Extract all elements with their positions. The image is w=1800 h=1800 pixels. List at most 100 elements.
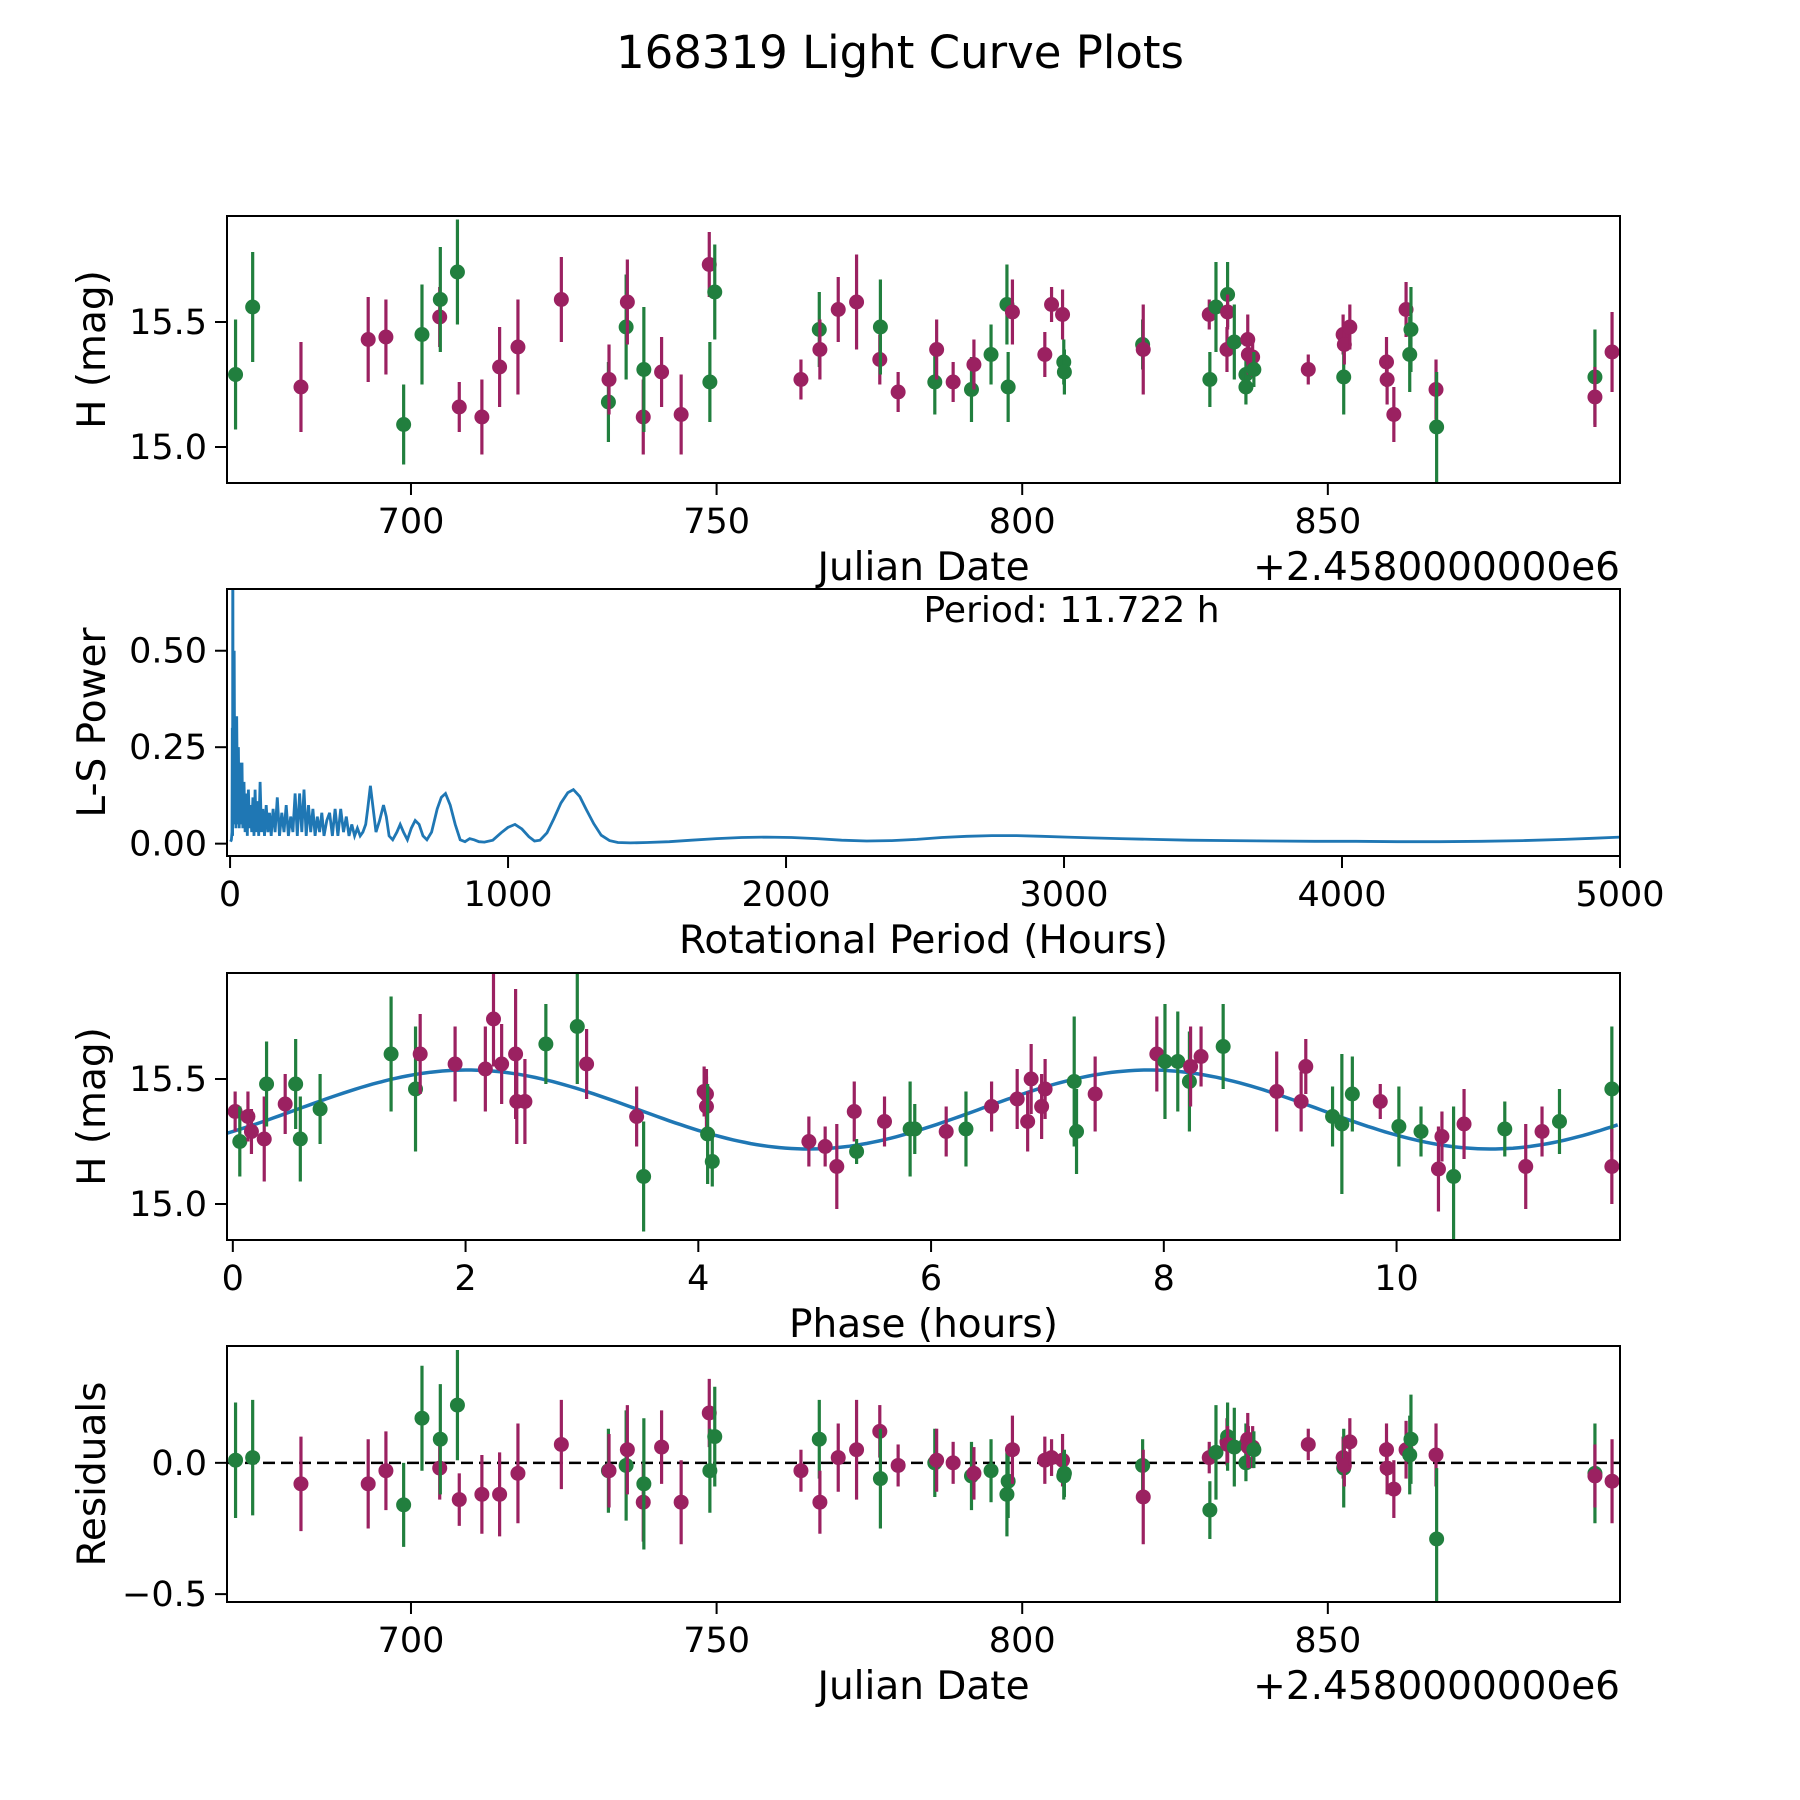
- data-point: [1202, 1502, 1218, 1518]
- data-point: [849, 1144, 865, 1159]
- data-point: [793, 1463, 809, 1479]
- data-point: [1298, 1059, 1314, 1074]
- y-tick-label: 15.0: [129, 428, 207, 468]
- data-point: [414, 1410, 430, 1426]
- data-point: [817, 1139, 833, 1154]
- data-point: [1226, 1439, 1242, 1455]
- data-point: [245, 299, 261, 315]
- data-point: [292, 1131, 308, 1147]
- data-point: [1293, 1094, 1309, 1109]
- data-point: [1020, 1114, 1036, 1129]
- data-point: [492, 359, 508, 375]
- data-point: [1269, 1084, 1285, 1099]
- data-point: [553, 292, 569, 307]
- data-point: [432, 1431, 448, 1447]
- period-annotation: Period: 11.722 h: [924, 590, 1220, 631]
- data-point: [1430, 1161, 1446, 1177]
- data-point: [654, 1439, 670, 1455]
- data-point: [1238, 379, 1254, 395]
- data-point: [1434, 1129, 1450, 1144]
- data-point: [378, 329, 394, 345]
- periodogram-spines: [226, 588, 1621, 857]
- data-point: [1587, 389, 1603, 405]
- data-point: [228, 367, 244, 382]
- data-point: [1372, 1094, 1388, 1109]
- data-point: [1551, 1114, 1567, 1129]
- plot-periodogram: 0 1000 2000 3000 4000 5000 0.00 0.25 0.50 Rotatio…: [70, 588, 1665, 963]
- lightcurve-data: [228, 219, 1620, 482]
- data-point: [579, 1056, 595, 1072]
- data-point: [1518, 1159, 1534, 1174]
- x-tick-label: 4000: [1297, 875, 1386, 915]
- lightcurve-offset-text: +2.4580000000e6: [1253, 545, 1620, 590]
- x-tick-label: 850: [1294, 502, 1361, 542]
- data-point: [432, 292, 448, 307]
- data-point: [1056, 364, 1072, 380]
- data-point: [1334, 1116, 1350, 1132]
- data-point: [945, 374, 961, 390]
- x-tick-label: 3000: [1019, 875, 1108, 915]
- data-point: [312, 1101, 328, 1117]
- data-point: [801, 1134, 817, 1149]
- data-point: [966, 1465, 982, 1481]
- data-point: [1000, 379, 1016, 395]
- x-tick-label: 700: [378, 502, 445, 542]
- data-point: [1604, 1081, 1620, 1097]
- data-point: [1428, 1447, 1444, 1463]
- data-point: [1069, 1124, 1085, 1139]
- data-point: [1044, 297, 1060, 312]
- data-point: [538, 1036, 554, 1052]
- data-point: [938, 1124, 954, 1139]
- data-point: [1386, 407, 1402, 422]
- data-point: [451, 1492, 467, 1508]
- data-point: [293, 379, 309, 395]
- data-point: [277, 1096, 293, 1112]
- data-point: [877, 1114, 893, 1129]
- data-point: [872, 319, 888, 335]
- sine-fit-curve: [227, 1068, 1619, 1151]
- data-point: [414, 327, 430, 342]
- data-point: [474, 409, 490, 425]
- data-point: [1413, 1124, 1429, 1139]
- data-point: [1208, 299, 1224, 315]
- phase-xlabel: Phase (hours): [789, 1302, 1058, 1347]
- data-point: [494, 1056, 510, 1072]
- data-point: [1004, 1442, 1020, 1458]
- data-point: [1220, 304, 1236, 320]
- data-point: [629, 1109, 645, 1124]
- data-point: [1226, 334, 1242, 350]
- data-point: [793, 372, 809, 387]
- data-point: [1246, 362, 1262, 377]
- data-point: [654, 364, 670, 380]
- data-point: [1604, 1473, 1620, 1489]
- data-point: [396, 417, 412, 432]
- data-point: [1534, 1124, 1550, 1139]
- data-point: [517, 1094, 533, 1109]
- x-tick-label: 800: [989, 502, 1056, 542]
- data-point: [1135, 342, 1151, 357]
- data-point: [1456, 1116, 1472, 1132]
- data-point: [846, 1104, 862, 1119]
- data-point: [1379, 372, 1395, 387]
- data-point: [1379, 1460, 1395, 1476]
- x-tick-label: 2: [454, 1259, 476, 1299]
- data-point: [636, 1169, 652, 1184]
- plot-lightcurve: 700 750 800 850 15.0 15.5 Julian Date +2.458000…: [70, 215, 1621, 590]
- data-point: [1193, 1049, 1209, 1064]
- data-point: [1009, 1091, 1025, 1107]
- residuals-ylabel: Residuals: [70, 1381, 115, 1566]
- data-point: [636, 1476, 652, 1492]
- data-point: [383, 1046, 399, 1062]
- data-point: [1037, 347, 1053, 362]
- y-tick-label: 0.50: [129, 632, 207, 672]
- data-point: [378, 1463, 394, 1479]
- residuals-offset-text: +2.4580000000e6: [1253, 1664, 1620, 1709]
- data-point: [569, 1019, 585, 1034]
- data-point: [1170, 1054, 1186, 1069]
- data-point: [701, 257, 717, 272]
- data-point: [927, 374, 943, 390]
- data-point: [707, 284, 723, 300]
- data-point: [449, 1397, 465, 1413]
- y-tick-label: 0.25: [129, 728, 207, 768]
